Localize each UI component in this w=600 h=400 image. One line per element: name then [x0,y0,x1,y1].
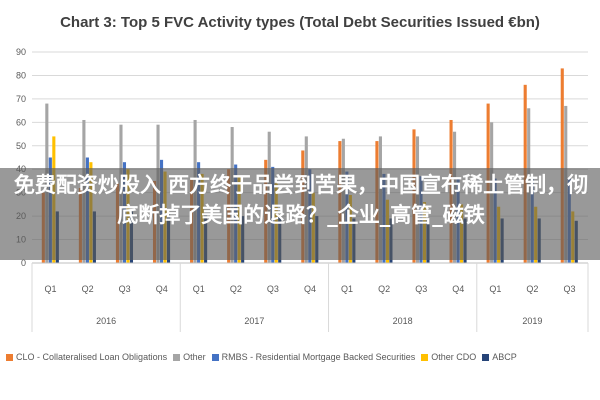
x-tick-label: Q4 [156,284,168,294]
legend-swatch [421,354,429,362]
x-tick-label: Q1 [45,284,57,294]
year-group-label: 2016 [96,316,116,326]
x-tick-label: Q3 [415,284,427,294]
x-tick-label: Q1 [341,284,353,294]
legend-label: Other [183,352,206,362]
x-tick-label: Q2 [230,284,242,294]
y-tick-label: 70 [16,94,26,104]
year-group-label: 2018 [393,316,413,326]
banner-text: 免费配资炒股入 西方终于品尝到苦果，中国宣布稀土管制，彻底断掉了美国的退路？_企… [13,173,589,227]
y-tick-label: 0 [21,258,26,268]
y-tick-label: 90 [16,47,26,57]
legend-swatch [482,354,490,362]
year-group-label: 2019 [522,316,542,326]
chart-legend: CLO - Collateralised Loan Obligations Oth… [6,352,598,362]
x-tick-label: Q2 [82,284,94,294]
x-tick-label: Q2 [378,284,390,294]
x-tick-label: Q1 [193,284,205,294]
y-tick-label: 60 [16,117,26,127]
overlay-banner: 免费配资炒股入 西方终于品尝到苦果，中国宣布稀土管制，彻底断掉了美国的退路？_企… [0,168,600,260]
x-tick-label: Q1 [489,284,501,294]
legend-swatch [6,354,13,362]
y-tick-label: 50 [16,141,26,151]
chart-title: Chart 3: Top 5 FVC Activity types (Total… [60,14,540,31]
legend-label: CLO - Collateralised Loan Obligations [16,352,168,362]
y-tick-label: 80 [16,70,26,80]
year-group-label: 2017 [244,316,264,326]
legend-item: RMBS - Residential Mortgage Backed Secur… [211,352,416,362]
legend-label: ABCP [492,352,517,362]
legend-swatch [211,354,219,362]
x-tick-label: Q3 [267,284,279,294]
x-tick-label: Q4 [452,284,464,294]
legend-swatch [173,354,181,362]
legend-item: Other [173,352,206,362]
legend-label: RMBS - Residential Mortgage Backed Secur… [221,352,416,362]
x-tick-label: Q4 [304,284,316,294]
legend-item: Other CDO [421,352,476,362]
legend-item: CLO - Collateralised Loan Obligations [6,352,167,362]
x-tick-label: Q3 [119,284,131,294]
bar [560,68,564,264]
x-tick-label: Q2 [526,284,538,294]
x-tick-label: Q3 [563,284,575,294]
legend-label: Other CDO [431,352,477,362]
legend-item: ABCP [482,352,517,362]
